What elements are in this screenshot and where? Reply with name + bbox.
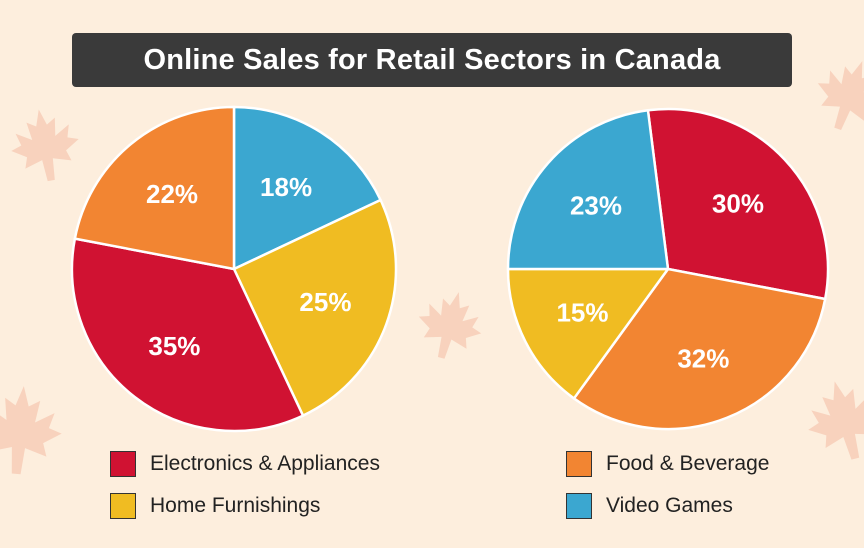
legend-label: Electronics & Appliances [150,452,380,475]
pie-chart-2: 30% 32% 15% 23% [506,107,830,431]
pie-slice [232,105,382,271]
legend-label: Home Furnishings [150,494,321,517]
legend-swatch [566,493,592,519]
slice-data-label: 23% [570,191,622,221]
pie-slice [73,105,236,271]
legend-item-electronics: Electronics & Appliances [110,449,380,479]
pie-slice [70,237,305,433]
slice-data-label: 22% [146,179,198,209]
legend-item-video: Video Games [566,491,733,521]
legend-item-food: Food & Beverage [566,449,769,479]
slice-data-label: 25% [299,287,351,317]
slice-data-label: 35% [148,331,200,361]
title-banner: Online Sales for Retail Sectors in Canad… [72,33,792,87]
slice-data-label: 18% [260,172,312,202]
pie-slice [646,107,830,301]
legend-swatch [566,451,592,477]
legend-item-home: Home Furnishings [110,491,320,521]
slice-data-label: 15% [556,298,608,328]
pie-chart-1: 18% 25% 35% 22% [70,105,398,433]
legend-label: Video Games [606,494,733,517]
legend-swatch [110,451,136,477]
slice-data-label: 32% [677,343,729,373]
pie-slice [506,267,670,400]
pie-slice [232,198,398,417]
pie-slice [506,109,670,271]
legend-label: Food & Beverage [606,452,770,475]
pie-slice [572,267,827,431]
legend-swatch [110,493,136,519]
slice-data-label: 30% [712,188,764,218]
chart-title: Online Sales for Retail Sectors in Canad… [143,43,721,76]
